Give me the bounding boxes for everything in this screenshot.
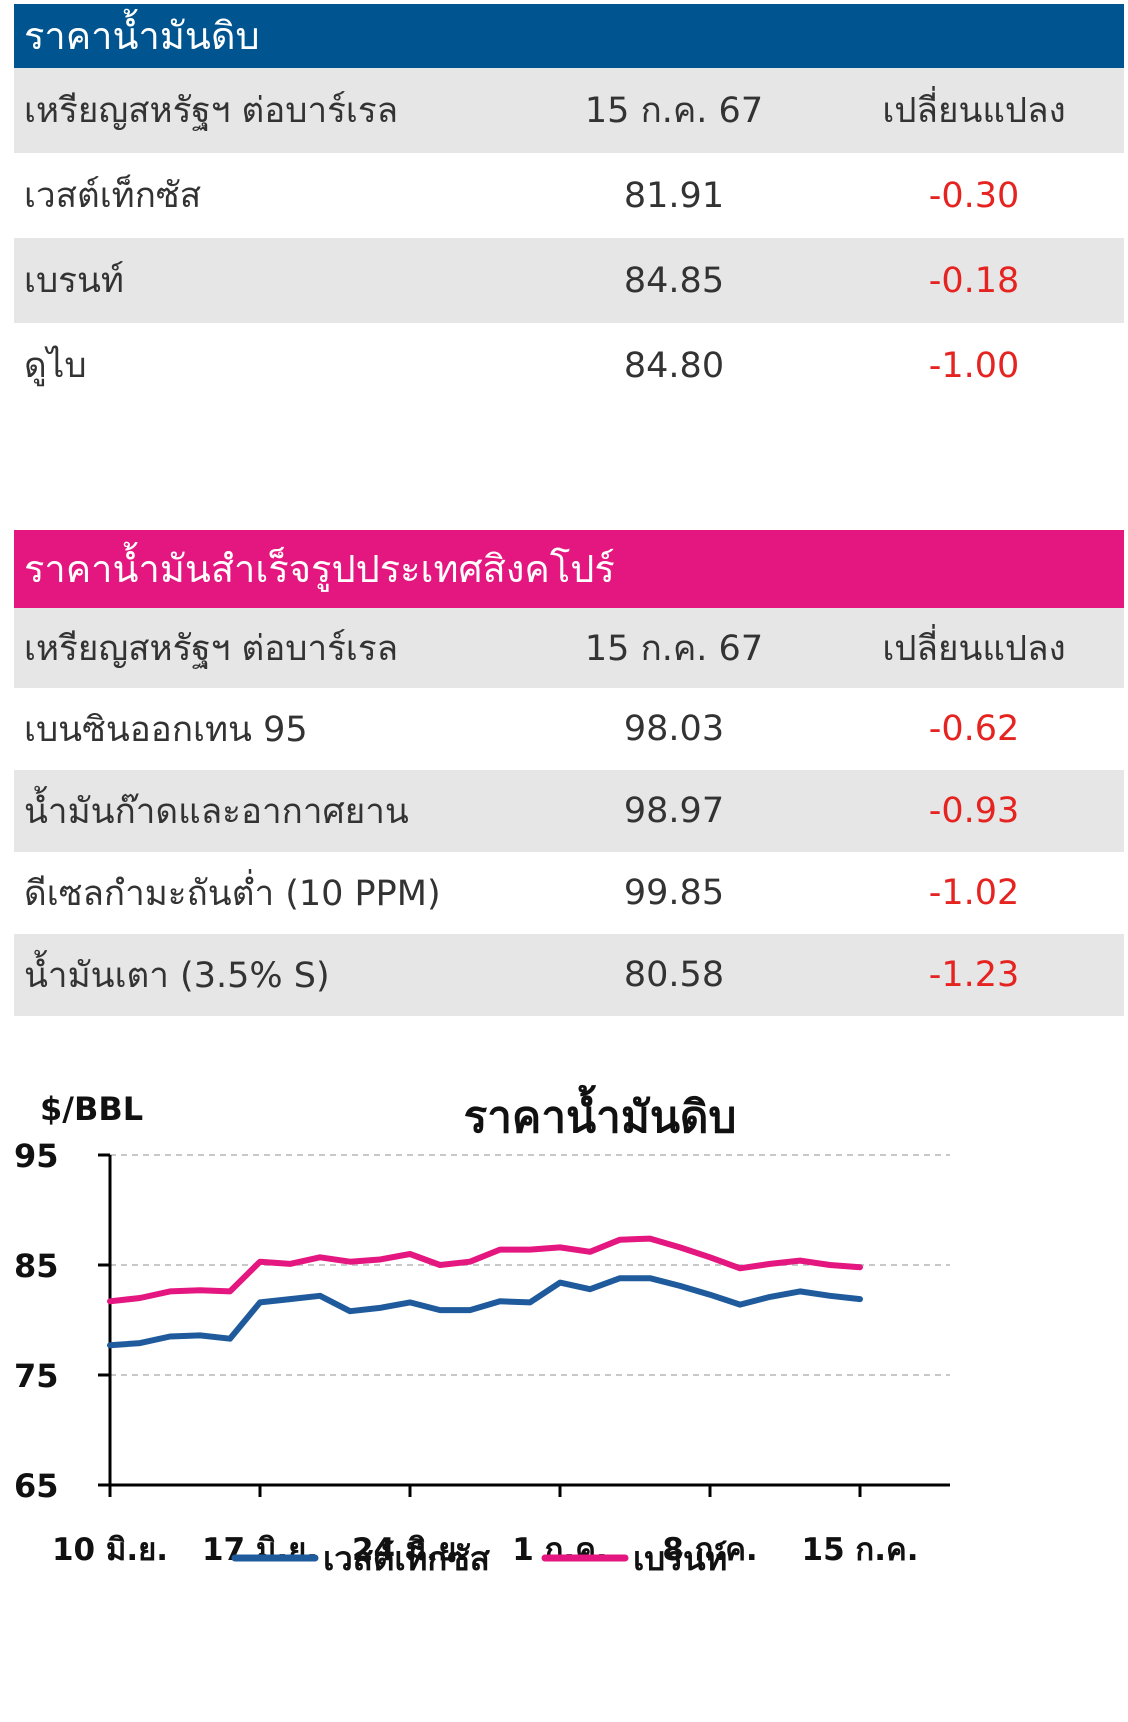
oil-price: 84.80	[623, 345, 725, 386]
table-row: ดูไบ 84.80 -1.00	[14, 323, 1124, 408]
oil-name: เวสต์เท็กซัส	[24, 176, 202, 216]
crude-table-header: เหรียญสหรัฐฯ ต่อบาร์เรล 15 ก.ค. 67 เปลี่…	[14, 68, 1124, 153]
product-name: เบนซินออกเทน 95	[24, 709, 308, 750]
header-date: 15 ก.ค. 67	[584, 91, 764, 131]
x-tick-label: 24 มิ.ย.	[352, 1532, 468, 1568]
header-change: เปลี่ยนแปลง	[882, 91, 1066, 131]
header-date: 15 ก.ค. 67	[584, 628, 764, 669]
y-tick-label: 75	[14, 1357, 59, 1395]
oil-change: -0.18	[928, 260, 1020, 301]
series-lines	[107, 1235, 863, 1349]
x-tick-label: 8 ก.ค.	[662, 1532, 757, 1568]
table-row: น้ำมันก๊าดและอากาศยาน 98.97 -0.93	[14, 770, 1124, 852]
singapore-table-title: ราคาน้ำมันสำเร็จรูปประเทศสิงคโปร์	[14, 530, 1124, 608]
product-change: -0.62	[928, 709, 1020, 749]
product-name: น้ำมันก๊าดและอากาศยาน	[24, 791, 409, 832]
x-tick-labels: 10 มิ.ย. 17 มิ.ย. 24 มิ.ย. 1 ก.ค. 8 ก.ค. 15 ก…	[52, 1532, 919, 1568]
header-unit: เหรียญสหรัฐฯ ต่อบาร์เรล	[24, 91, 399, 131]
crude-price-table: ราคาน้ำมันดิบ เหรียญสหรัฐฯ ต่อบาร์เรล 15…	[14, 4, 1124, 408]
table-row: น้ำมันเตา (3.5% S) 80.58 -1.23	[14, 934, 1124, 1016]
oil-price: 84.85	[623, 260, 725, 301]
y-tick-labels: 95 85 75 65	[14, 1137, 59, 1505]
legend-label: เบรนท์	[633, 1539, 727, 1578]
x-tick-label: 15 ก.ค.	[802, 1532, 919, 1568]
table-row: เบรนท์ 84.85 -0.18	[14, 238, 1124, 323]
x-tick-label: 17 มิ.ย.	[202, 1532, 318, 1568]
oil-change: -0.30	[928, 175, 1020, 216]
header-unit: เหรียญสหรัฐฯ ต่อบาร์เรล	[24, 628, 399, 669]
product-name: ดีเซลกำมะถันต่ำ (10 PPM)	[24, 873, 441, 914]
product-change: -0.93	[928, 791, 1020, 831]
oil-name: เบรนท์	[24, 261, 124, 301]
product-name: น้ำมันเตา (3.5% S)	[24, 955, 330, 996]
singapore-table-header: เหรียญสหรัฐฯ ต่อบาร์เรล 15 ก.ค. 67 เปลี่…	[14, 608, 1124, 688]
legend: เวสต์เท็กซัส เบรนท์	[231, 1538, 727, 1578]
product-price: 98.97	[623, 791, 725, 831]
table-row: เบนซินออกเทน 95 98.03 -0.62	[14, 688, 1124, 770]
y-tick-label: 95	[14, 1137, 59, 1175]
legend-label: เวสต์เท็กซัส	[323, 1538, 491, 1578]
product-change: -1.23	[928, 955, 1020, 995]
oil-price: 81.91	[623, 175, 725, 216]
series-line	[107, 1275, 863, 1349]
x-tick-label: 10 มิ.ย.	[52, 1532, 168, 1568]
product-price: 99.85	[623, 873, 725, 913]
product-price: 80.58	[623, 955, 725, 995]
axes	[98, 1153, 950, 1497]
x-tick-label: 1 ก.ค.	[512, 1532, 607, 1568]
y-axis-label: $/BBL	[40, 1090, 143, 1128]
singapore-price-table: ราคาน้ำมันสำเร็จรูปประเทศสิงคโปร์ เหรียญ…	[14, 530, 1124, 1016]
oil-change: -1.00	[928, 345, 1020, 386]
table-row: ดีเซลกำมะถันต่ำ (10 PPM) 99.85 -1.02	[14, 852, 1124, 934]
series-line	[107, 1235, 863, 1305]
chart-title: ราคาน้ำมันดิบ	[464, 1084, 737, 1143]
oil-name: ดูไบ	[24, 346, 87, 386]
crude-table-title: ราคาน้ำมันดิบ	[14, 4, 1124, 68]
y-tick-label: 65	[14, 1467, 59, 1505]
crude-price-chart: $/BBL ราคาน้ำมันดิบ 95 85 75 65 10 มิ.ย. 17 …	[14, 1084, 950, 1578]
gridlines	[110, 1154, 950, 1376]
table-row: เวสต์เท็กซัส 81.91 -0.30	[14, 153, 1124, 238]
header-change: เปลี่ยนแปลง	[882, 628, 1066, 669]
product-price: 98.03	[623, 709, 725, 749]
product-change: -1.02	[928, 873, 1020, 913]
y-tick-label: 85	[14, 1247, 59, 1285]
